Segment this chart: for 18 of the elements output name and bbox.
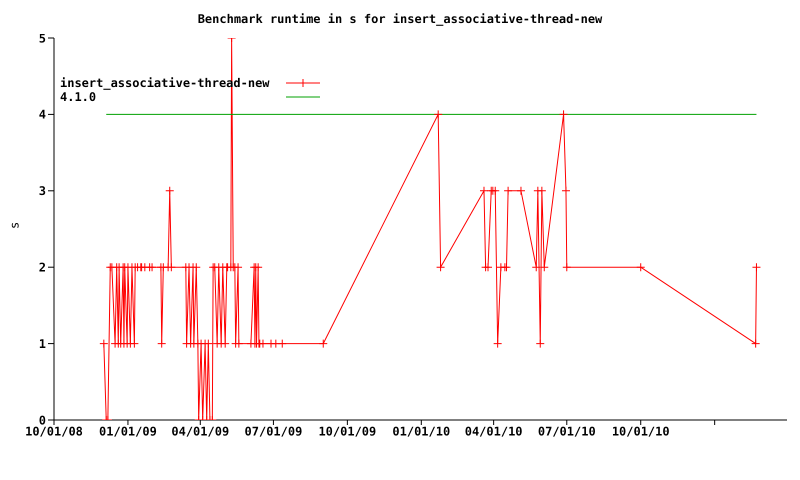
x-tick-label: 01/01/10 <box>392 424 450 439</box>
x-tick-label: 01/01/09 <box>99 424 157 439</box>
x-tick-label: 04/01/09 <box>171 424 230 439</box>
y-tick-label: 5 <box>38 31 46 46</box>
x-tick-label: 10/01/10 <box>612 424 670 439</box>
y-tick-label: 3 <box>38 184 46 198</box>
y-tick-label: 1 <box>38 336 46 351</box>
x-tick-label: 04/01/10 <box>464 424 523 439</box>
y-axis-title: s <box>7 222 22 229</box>
y-tick-label: 4 <box>38 108 46 122</box>
x-tick-label: 10/01/09 <box>318 424 376 439</box>
chart-title: Benchmark runtime in s for insert_associative-thread-new <box>198 12 602 26</box>
x-tick-label: 10/01/08 <box>25 424 83 439</box>
y-tick-label: 0 <box>38 413 46 428</box>
y-tick-label: 2 <box>38 260 46 274</box>
x-tick-label: 07/01/10 <box>538 424 596 439</box>
series-label: 4.1.0 <box>60 90 96 104</box>
x-tick-label: 07/01/09 <box>244 424 302 439</box>
